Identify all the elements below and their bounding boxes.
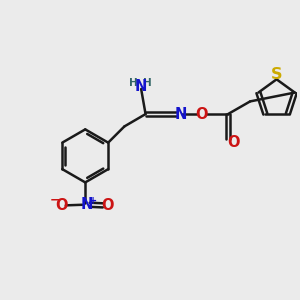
Text: H: H [128,78,137,88]
Text: O: O [195,106,208,122]
Text: +: + [88,196,97,206]
Text: O: O [102,198,114,213]
Text: O: O [55,198,67,213]
Text: N: N [134,79,147,94]
Text: S: S [271,68,282,82]
Text: N: N [175,106,188,122]
Text: −: − [49,194,60,207]
Text: O: O [227,134,240,149]
Text: H: H [143,78,152,88]
Text: N: N [80,197,93,212]
